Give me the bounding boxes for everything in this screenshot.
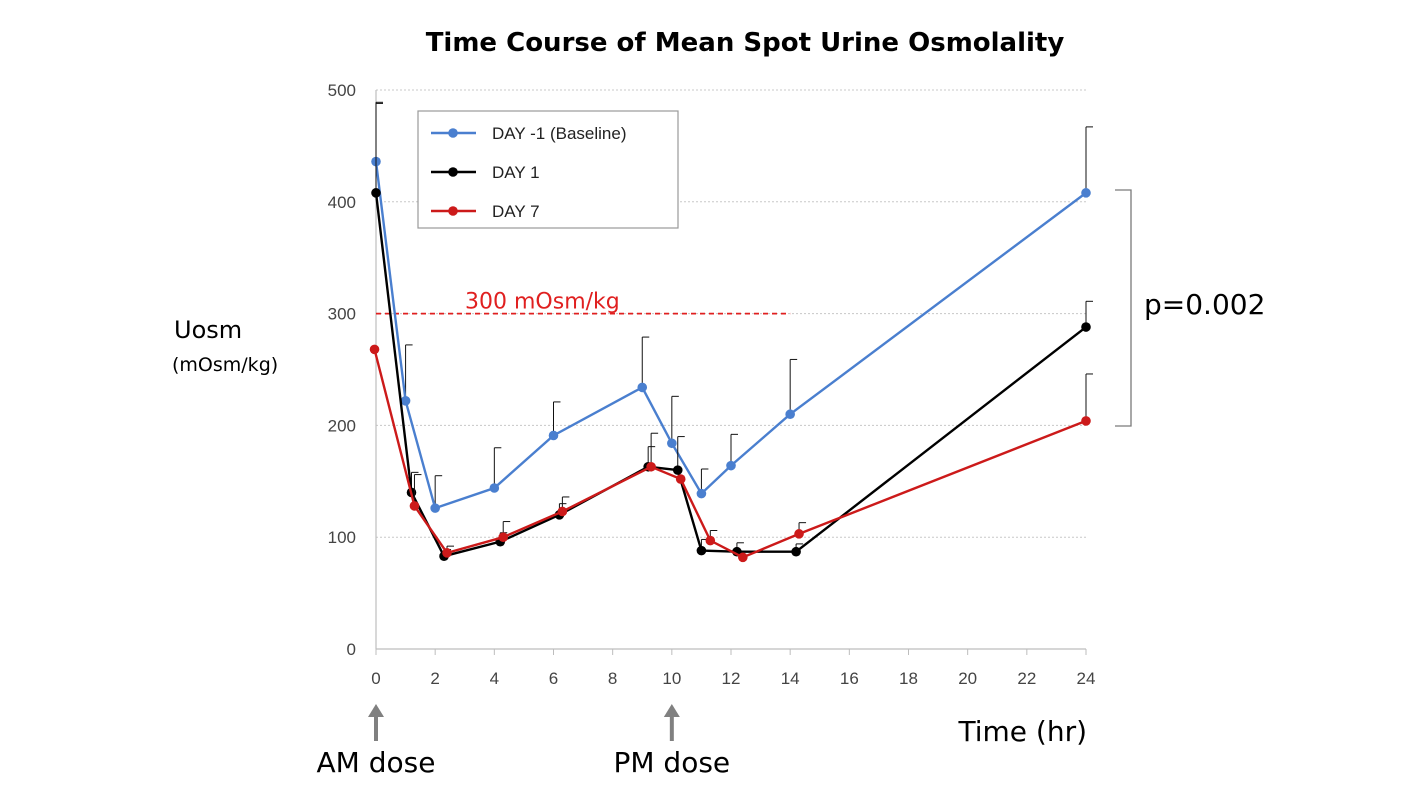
legend-label: DAY 1 (492, 163, 540, 182)
x-tick-label-20: 20 (958, 669, 977, 688)
chart-title: Time Course of Mean Spot Urine Osmolalit… (426, 28, 1065, 58)
significance-bracket (1115, 189, 1132, 427)
x-tick-label-4: 4 (490, 669, 499, 688)
data-point (696, 488, 707, 499)
y-axis-label: Uosm (174, 316, 242, 344)
data-point (1081, 188, 1091, 198)
data-point (791, 546, 801, 557)
y-tick-label-500: 500 (328, 81, 356, 100)
x-tick-label-14: 14 (781, 669, 800, 688)
data-point (442, 548, 452, 558)
legend-label: DAY -1 (Baseline) (492, 124, 626, 143)
x-tick-label-8: 8 (608, 669, 617, 688)
x-tick-label-0: 0 (371, 669, 380, 688)
data-point (409, 501, 420, 511)
x-tick-label-10: 10 (662, 669, 681, 688)
data-point (726, 460, 736, 471)
legend-marker (448, 206, 458, 216)
x-tick-label-18: 18 (899, 669, 918, 688)
y-tick-label-200: 200 (328, 416, 356, 435)
x-tick-label-22: 22 (1017, 669, 1036, 688)
legend-marker (448, 167, 458, 177)
data-point (794, 529, 804, 539)
dose-arrow-head (368, 704, 384, 717)
data-point (705, 535, 716, 546)
legend: DAY -1 (Baseline) DAY 1 DAY 7 (417, 110, 679, 229)
x-axis-label: Time (hr) (957, 715, 1087, 748)
y-axis-unit-label: (mOsm/kg) (172, 354, 278, 376)
dose-markers: AM dose PM dose (317, 704, 730, 779)
x-tick-label-24: 24 (1077, 669, 1096, 688)
data-point (430, 503, 440, 513)
data-point (675, 474, 686, 484)
data-point (557, 506, 568, 517)
dose-arrow-head (663, 704, 680, 717)
data-point (369, 344, 380, 355)
x-tick-label-16: 16 (840, 669, 859, 688)
data-point (548, 430, 559, 441)
reference-line-label: 300 mOsm/kg (465, 290, 620, 315)
legend-marker (448, 128, 458, 138)
y-tick-label-100: 100 (328, 528, 356, 547)
significance-label: p=0.002 (1144, 288, 1265, 321)
series-line (373, 349, 1087, 559)
data-point (498, 532, 509, 542)
data-point (696, 545, 707, 556)
dose-label: PM dose (613, 746, 730, 779)
series-2 (369, 344, 1093, 563)
x-axis-ticks: 0 2 4 6 8 10 12 14 16 18 20 22 24 (371, 649, 1095, 688)
data-point (667, 438, 677, 449)
y-tick-label-300: 300 (328, 305, 356, 324)
legend-label: DAY 7 (492, 202, 540, 221)
data-point (371, 188, 381, 198)
data-point (646, 461, 656, 472)
x-tick-label-6: 6 (549, 669, 558, 688)
x-tick-label-12: 12 (722, 669, 741, 688)
legend-box (417, 110, 679, 229)
y-tick-label-400: 400 (328, 193, 356, 212)
data-point (1081, 322, 1091, 332)
data-point (489, 483, 500, 493)
x-tick-label-2: 2 (430, 669, 439, 688)
y-axis-ticks: 0 100 200 300 400 500 (328, 81, 356, 659)
data-point (1081, 416, 1091, 426)
series-line (374, 192, 1087, 558)
data-point (672, 465, 683, 475)
reference-line-group: 300 mOsm/kg (376, 290, 791, 315)
y-tick-label-0: 0 (347, 640, 356, 659)
data-point (738, 552, 748, 563)
data-series (369, 101, 1093, 563)
data-point (785, 409, 795, 420)
data-point (400, 396, 411, 406)
dose-label: AM dose (317, 746, 436, 779)
data-point (637, 382, 648, 393)
